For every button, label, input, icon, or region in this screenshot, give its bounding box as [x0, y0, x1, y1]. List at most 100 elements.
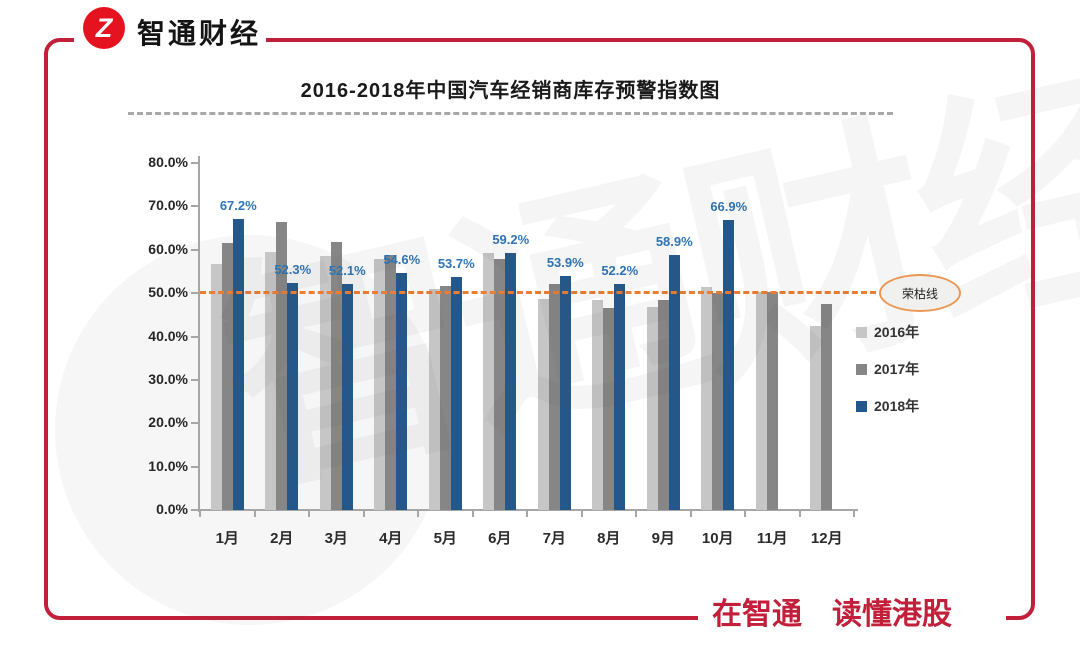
y-axis-tick — [191, 292, 198, 295]
bar-2017年-2月 — [276, 221, 288, 510]
y-axis-tick — [191, 248, 198, 251]
y-axis-tick — [191, 335, 198, 338]
y-axis-tick-label: 20.0% — [148, 414, 188, 431]
brand-logo-icon: Z — [83, 7, 125, 49]
x-axis-line — [196, 509, 858, 511]
y-axis-line — [198, 156, 200, 512]
bar-2016年-6月 — [483, 252, 495, 510]
y-axis-tick — [191, 378, 198, 381]
x-axis-category-label: 7月 — [542, 530, 566, 547]
bar-2016年-9月 — [646, 307, 658, 510]
bar-2018年-3月 — [341, 284, 353, 510]
y-axis-tick — [191, 509, 198, 511]
legend-label: 2016年 — [874, 324, 920, 340]
legend-item-2017年: 2017年 — [856, 359, 919, 379]
y-axis-tick-label: 70.0% — [148, 197, 188, 214]
bar-2018年-4月 — [396, 273, 408, 510]
x-axis-tick — [199, 511, 201, 517]
x-axis-category-label: 3月 — [324, 530, 348, 547]
x-axis-tick — [798, 511, 801, 517]
legend-swatch-icon — [856, 326, 867, 338]
break-even-reference-line — [200, 291, 876, 294]
bar-2016年-1月 — [210, 264, 222, 510]
bar-2017年-3月 — [330, 241, 342, 510]
y-axis-tick — [191, 422, 198, 425]
bar-2017年-9月 — [657, 300, 669, 510]
bar-value-label: 58.9% — [655, 233, 693, 249]
brand-frame-border — [44, 38, 1035, 620]
y-axis-tick-label: 0.0% — [156, 501, 188, 517]
logo-z-glyph: Z — [95, 12, 113, 43]
bar-2017年-8月 — [603, 307, 615, 510]
bar-2018年-1月 — [232, 218, 244, 510]
bar-2016年-11月 — [755, 291, 767, 510]
y-axis-tick-label: 50.0% — [148, 284, 188, 301]
bar-2018年-2月 — [287, 283, 299, 510]
bar-2018年-5月 — [450, 277, 462, 510]
y-axis-tick — [191, 162, 198, 164]
chart-title: 2016-2018年中国汽车经销商库存预警指数图 — [300, 80, 721, 102]
x-axis-category-label: 11月 — [756, 530, 788, 547]
x-axis-tick — [744, 511, 746, 517]
y-axis-tick-label: 80.0% — [148, 154, 188, 170]
x-axis-category-label: 9月 — [651, 530, 675, 547]
bar-value-label: 53.9% — [546, 255, 584, 271]
bar-2017年-6月 — [494, 259, 506, 510]
bar-2016年-5月 — [428, 289, 440, 510]
x-axis-category-label: 6月 — [488, 530, 512, 547]
bar-2016年-7月 — [537, 299, 549, 510]
x-axis-category-label: 12月 — [810, 530, 843, 547]
bar-2017年-10月 — [712, 292, 724, 510]
bar-2018年-10月 — [723, 219, 735, 510]
brand-slogan: 在智通 读懂港股 — [712, 598, 952, 631]
legend-item-2016年: 2016年 — [856, 322, 919, 342]
bar-value-label: 67.2% — [219, 197, 257, 213]
x-axis-tick — [853, 511, 855, 517]
break-even-label-ellipse: 荣枯线 — [879, 274, 961, 312]
break-even-label: 荣枯线 — [901, 286, 938, 301]
y-axis-tick — [191, 205, 198, 208]
bar-2018年-9月 — [668, 254, 680, 510]
bar-2018年-6月 — [505, 253, 517, 510]
x-axis-tick — [635, 511, 637, 517]
bar-2016年-4月 — [374, 259, 386, 510]
x-axis-tick — [580, 511, 583, 517]
x-axis-category-label: 10月 — [701, 530, 734, 547]
bar-2016年-2月 — [265, 252, 277, 510]
legend-swatch-icon — [856, 363, 867, 375]
bar-2018年-7月 — [559, 276, 571, 510]
x-axis-category-label: 8月 — [597, 530, 621, 547]
bar-2017年-5月 — [439, 286, 451, 510]
x-axis-tick — [308, 511, 310, 517]
bar-2017年-11月 — [766, 292, 778, 510]
y-axis-tick-label: 60.0% — [148, 240, 188, 257]
bar-2016年-8月 — [592, 300, 604, 510]
bar-2017年-4月 — [385, 254, 397, 510]
x-axis-tick — [253, 511, 256, 517]
brand-logo-text: 智通财经 — [137, 18, 262, 49]
bar-value-label: 52.2% — [601, 262, 639, 278]
y-axis-tick-label: 30.0% — [148, 370, 188, 387]
bar-value-label: 52.1% — [328, 263, 366, 279]
bar-2016年-10月 — [701, 286, 713, 510]
x-axis-tick — [689, 511, 692, 517]
x-axis-category-label: 4月 — [379, 530, 403, 547]
bar-2016年-12月 — [810, 325, 822, 510]
bar-value-label: 52.3% — [274, 262, 312, 278]
bar-value-label: 66.9% — [710, 198, 748, 214]
legend-label: 2018年 — [874, 398, 920, 414]
frame-gap-bottom — [698, 610, 1006, 628]
bar-2017年-7月 — [548, 283, 560, 510]
y-axis-tick-label: 10.0% — [148, 457, 188, 474]
y-axis-tick — [191, 465, 198, 468]
x-axis-tick — [526, 511, 528, 517]
bar-value-label: 59.2% — [492, 232, 530, 248]
bar-2018年-8月 — [614, 283, 626, 510]
bar-2017年-1月 — [221, 243, 233, 510]
bar-value-label: 54.6% — [383, 252, 421, 268]
bar-value-label: 53.7% — [437, 256, 475, 272]
x-axis-category-label: 1月 — [215, 530, 239, 547]
title-divider-dashed-line — [128, 112, 893, 115]
x-axis-tick — [471, 511, 474, 517]
